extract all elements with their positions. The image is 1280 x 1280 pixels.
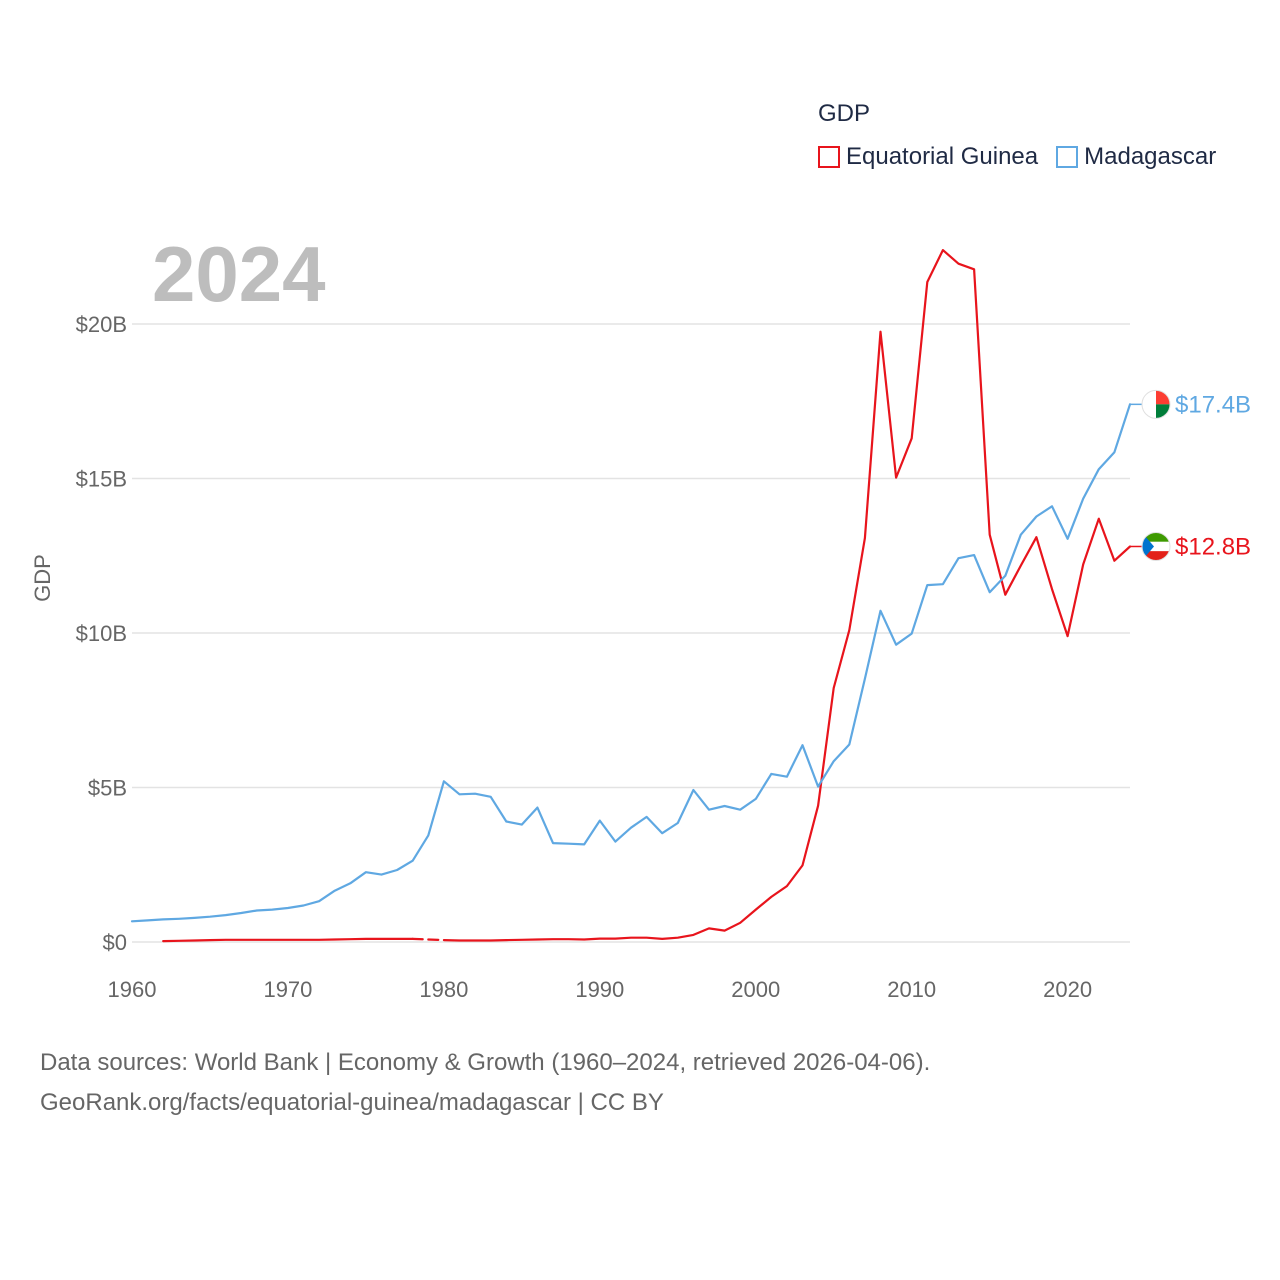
x-tick-label: 1970 xyxy=(263,977,312,1002)
series-lines xyxy=(130,249,1132,943)
series-line-equatorial-guinea xyxy=(162,937,414,943)
legend-swatch-equatorial-guinea xyxy=(818,146,840,168)
end-value-label-madagascar: $17.4B xyxy=(1175,391,1251,418)
x-tick-label: 1960 xyxy=(108,977,157,1002)
legend-title: GDP xyxy=(818,100,871,127)
footer-sources: Data sources: World Bank | Economy & Gro… xyxy=(40,1049,931,1076)
y-tick-label: $10B xyxy=(76,621,127,646)
x-tick-label: 1980 xyxy=(419,977,468,1002)
legend: Equatorial Guinea Madagascar xyxy=(818,143,1234,171)
y-axis-tick-labels: $0 $5B $10B $15B $20B xyxy=(76,312,127,955)
x-axis-tick-labels: 1960 1970 1980 1990 2000 2010 2020 xyxy=(108,977,1093,1002)
x-tick-label: 2010 xyxy=(887,977,936,1002)
legend-label-madagascar: Madagascar xyxy=(1084,143,1217,170)
footer-attribution: GeoRank.org/facts/equatorial-guinea/mada… xyxy=(40,1089,664,1116)
y-axis-title: GDP xyxy=(30,554,55,602)
flag-icon-madagascar xyxy=(1141,389,1171,419)
flag-icon-equatorial-guinea xyxy=(1141,531,1171,561)
series-line-equatorial-guinea xyxy=(411,937,430,941)
end-markers: $12.8B $17.4B xyxy=(1130,389,1251,561)
legend-item-equatorial-guinea[interactable]: Equatorial Guinea xyxy=(818,143,1038,171)
gridlines xyxy=(132,323,1130,943)
end-value-label-equatorial-guinea: $12.8B xyxy=(1175,533,1251,560)
y-tick-label: $15B xyxy=(76,467,127,492)
footer: Data sources: World Bank | Economy & Gro… xyxy=(40,1043,930,1123)
x-tick-label: 1990 xyxy=(575,977,624,1002)
legend-swatch-madagascar xyxy=(1056,146,1079,168)
y-tick-label: $5B xyxy=(88,776,127,801)
x-tick-label: 2020 xyxy=(1043,977,1092,1002)
x-tick-label: 2000 xyxy=(731,977,780,1002)
y-tick-label: $20B xyxy=(76,312,127,337)
y-tick-label: $0 xyxy=(103,930,127,955)
legend-label-equatorial-guinea: Equatorial Guinea xyxy=(846,143,1039,170)
series-line-equatorial-guinea xyxy=(442,249,1132,942)
legend-item-madagascar[interactable]: Madagascar xyxy=(1056,143,1216,171)
series-line-madagascar xyxy=(130,403,1132,923)
series-line-equatorial-guinea xyxy=(427,938,445,942)
year-label: 2024 xyxy=(152,230,326,318)
